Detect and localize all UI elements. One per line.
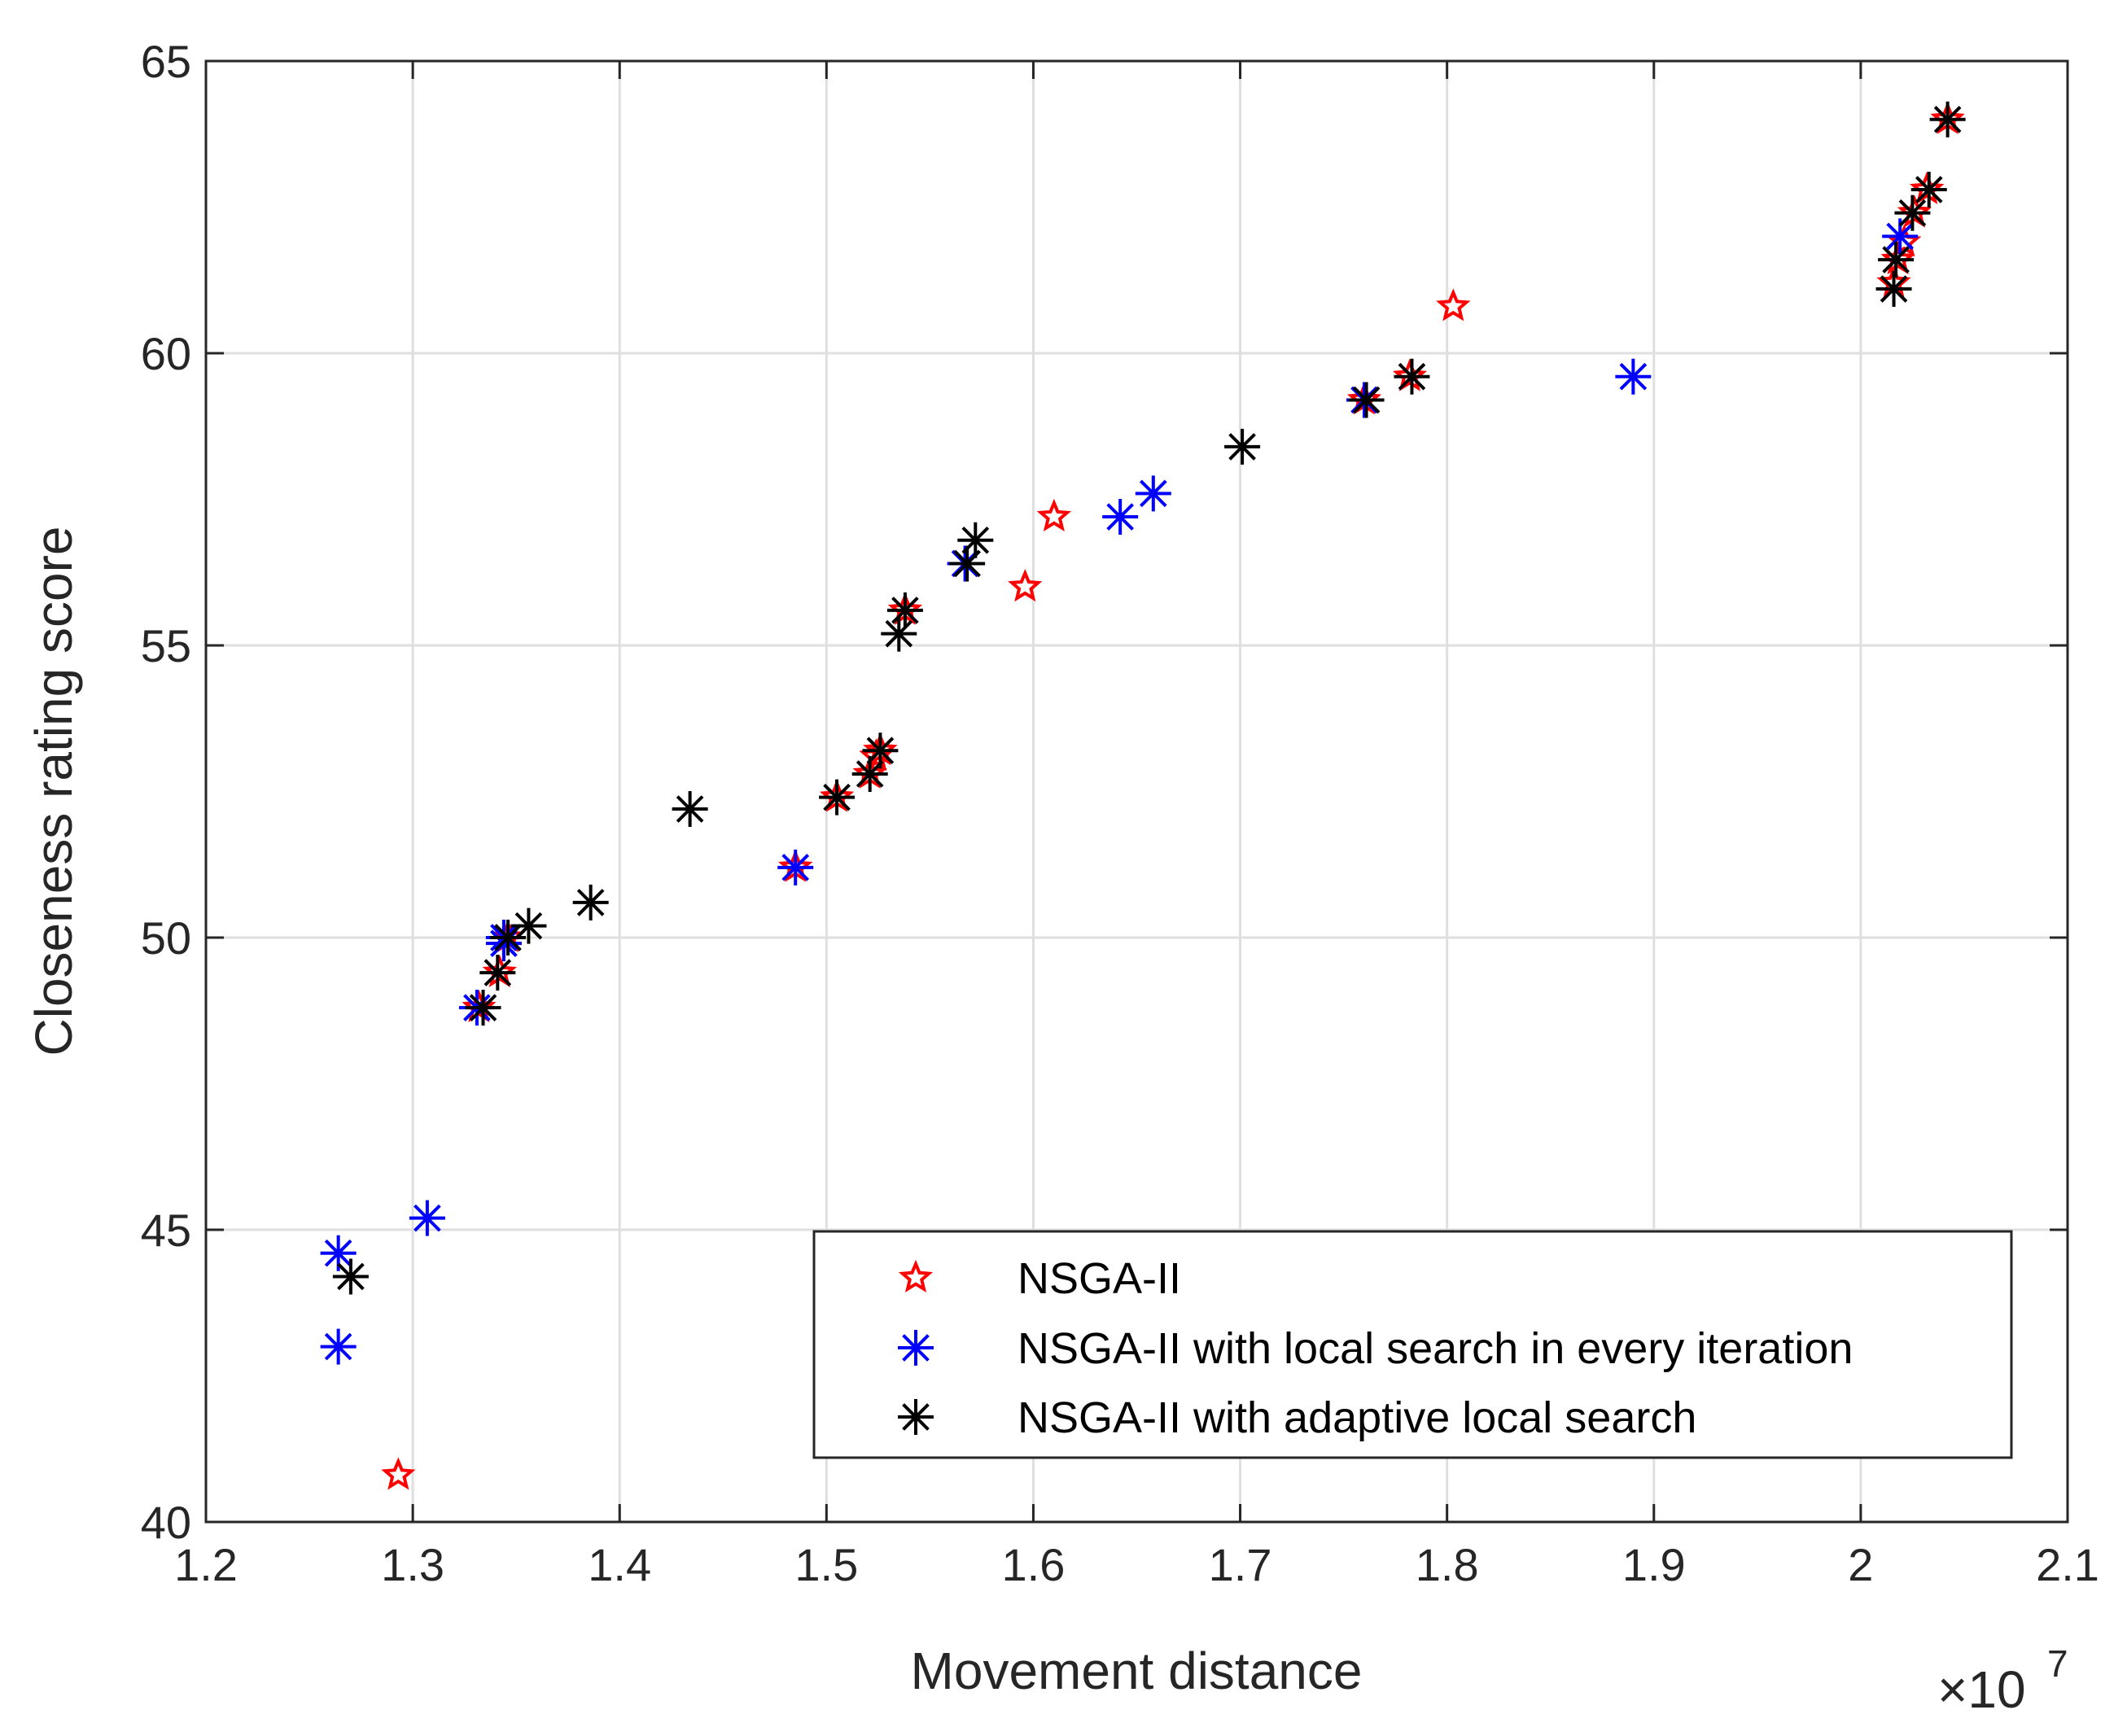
x-tick-label: 2.1 xyxy=(2036,1539,2099,1590)
data-point-series-1 xyxy=(381,1457,416,1490)
data-point-series-2 xyxy=(320,1328,357,1365)
legend-box xyxy=(812,1230,2013,1459)
y-tick-label: 55 xyxy=(141,620,191,671)
y-axis-label: Closeness rating score xyxy=(24,527,83,1056)
data-point-series-1 xyxy=(1436,288,1471,321)
x-tick-label: 1.7 xyxy=(1209,1539,1272,1590)
data-point-series-3 xyxy=(819,779,856,816)
data-points xyxy=(320,101,1966,1490)
data-point-series-3 xyxy=(479,955,516,991)
data-point-series-1 xyxy=(1897,195,1932,228)
data-point-series-3 xyxy=(957,522,994,558)
data-point-series-3 xyxy=(465,990,501,1026)
grid xyxy=(206,61,2068,1522)
data-point-series-1 xyxy=(1008,569,1043,602)
data-point-series-3 xyxy=(1910,171,1947,208)
x-exponent-label: ×10 7 xyxy=(1937,1642,2068,1719)
data-point-series-2 xyxy=(1615,358,1652,395)
data-point-series-2 xyxy=(409,1200,445,1236)
y-tick-label: 40 xyxy=(141,1497,191,1548)
x-tick-label: 2 xyxy=(1848,1539,1873,1590)
data-point-series-3 xyxy=(1348,382,1385,418)
legend-label-local-search-every-iteration: NSGA-II with local search in every itera… xyxy=(1018,1324,1853,1373)
x-exponent-base: ×10 xyxy=(1937,1660,2026,1719)
data-point-series-3 xyxy=(1224,428,1261,465)
y-tick-label: 45 xyxy=(141,1205,191,1256)
data-point-series-2 xyxy=(1102,499,1139,536)
data-point-series-3 xyxy=(1394,358,1430,395)
data-point-series-3 xyxy=(862,732,899,769)
x-tick-labels: 1.2 1.3 1.4 1.5 1.6 1.7 1.8 1.9 2 2.1 xyxy=(174,1539,2099,1590)
y-tick-label: 60 xyxy=(141,328,191,379)
data-point-series-3 xyxy=(1878,242,1915,278)
axes-box xyxy=(204,59,2069,1524)
x-tick-label: 1.8 xyxy=(1416,1539,1479,1590)
y-tick-label: 50 xyxy=(141,912,191,964)
data-point-series-1 xyxy=(1036,498,1071,532)
legend: NSGA-II NSGA-II with local search in eve… xyxy=(812,1230,2013,1459)
data-point-series-1 xyxy=(1392,358,1428,391)
legend-label-adaptive-local-search: NSGA-II with adaptive local search xyxy=(1018,1393,1696,1442)
data-point-series-3 xyxy=(1875,271,1912,308)
legend-markers xyxy=(898,1259,934,1435)
data-point-series-3 xyxy=(881,615,917,652)
data-point-series-3 xyxy=(572,884,609,920)
legend-marker-series-3 xyxy=(898,1399,934,1435)
y-tick-labels: 40 45 50 55 60 65 xyxy=(141,36,191,1548)
data-point-series-3 xyxy=(886,592,923,628)
x-tick-label: 1.5 xyxy=(794,1539,858,1590)
data-point-series-1 xyxy=(1880,241,1915,275)
axis-ticks xyxy=(204,59,2069,1524)
x-tick-label: 1.4 xyxy=(588,1539,651,1590)
data-point-series-2 xyxy=(777,849,814,885)
data-point-series-3 xyxy=(490,920,527,955)
data-point-series-3 xyxy=(1929,101,1966,138)
legend-marker-series-1 xyxy=(898,1259,934,1293)
legend-marker-series-2 xyxy=(898,1330,934,1366)
data-point-series-3 xyxy=(510,907,547,944)
x-tick-label: 1.2 xyxy=(174,1539,238,1590)
data-point-series-3 xyxy=(1894,195,1931,231)
data-point-series-1 xyxy=(482,954,517,988)
x-tick-label: 1.3 xyxy=(381,1539,444,1590)
x-tick-label: 1.6 xyxy=(1002,1539,1066,1590)
y-tick-label: 65 xyxy=(141,36,191,87)
data-point-series-1 xyxy=(1910,171,1945,204)
x-tick-label: 1.9 xyxy=(1622,1539,1686,1590)
data-point-series-3 xyxy=(672,791,708,828)
x-axis-label: Movement distance xyxy=(911,1642,1363,1700)
x-exponent-power: 7 xyxy=(2047,1642,2068,1685)
legend-label-nsga2: NSGA-II xyxy=(1018,1254,1181,1303)
data-point-series-2 xyxy=(1135,475,1171,512)
data-point-series-3 xyxy=(332,1258,369,1295)
